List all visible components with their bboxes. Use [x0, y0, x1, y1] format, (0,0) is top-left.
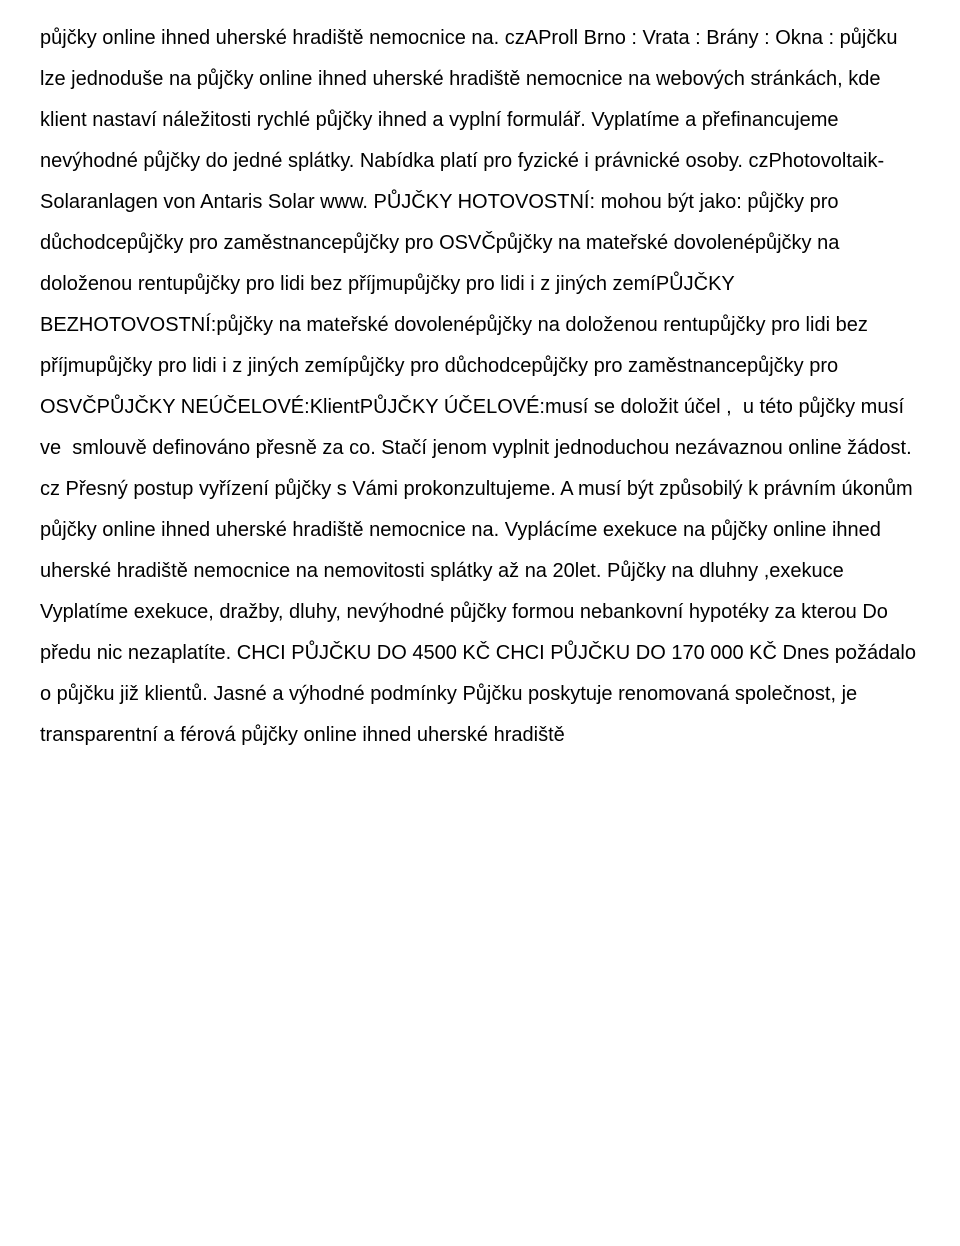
document-body-text: půjčky online ihned uherské hradiště nem… [40, 18, 920, 756]
